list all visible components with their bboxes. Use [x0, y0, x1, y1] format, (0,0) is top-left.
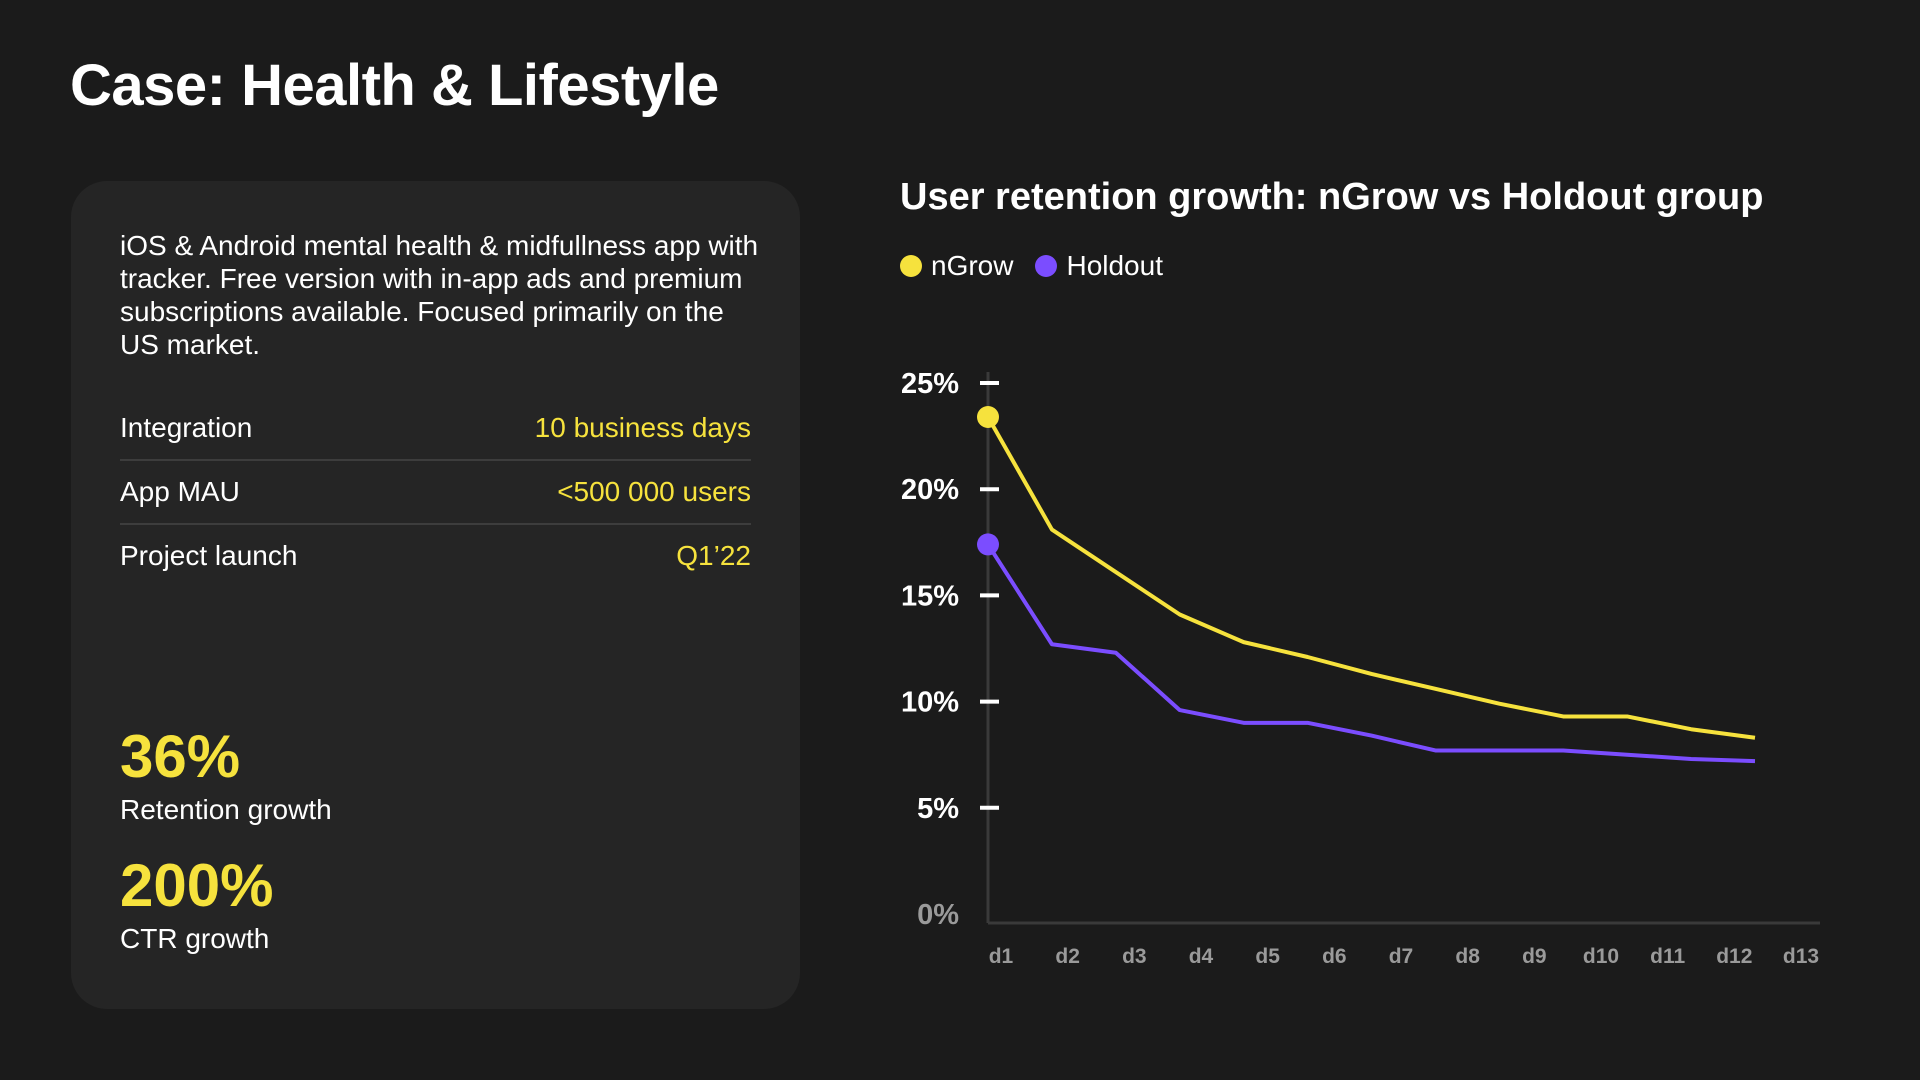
x-tick-label: d1: [989, 945, 1014, 968]
fact-row-launch: Project launch Q1’22: [120, 525, 751, 587]
fact-value: <500 000 users: [557, 476, 751, 507]
legend-label: Holdout: [1066, 250, 1163, 281]
metric-label: CTR growth: [120, 923, 270, 954]
series-start-point-ngrow: [977, 405, 999, 428]
legend-dot-holdout: [1035, 255, 1058, 277]
facts-table: Integration 10 business days App MAU <50…: [120, 397, 751, 587]
metric-value: 36%: [120, 723, 241, 790]
fact-row-integration: Integration 10 business days: [120, 397, 751, 461]
series-line-holdout: [986, 543, 1756, 764]
x-tick-label: d11: [1650, 945, 1685, 968]
x-tick-label: d13: [1783, 945, 1819, 968]
fact-value: Q1’22: [676, 540, 751, 571]
x-tick-label: d3: [1122, 945, 1147, 968]
y-tick-label: 20%: [901, 474, 959, 506]
metric-ctr: 200% CTR growth: [120, 855, 273, 955]
legend-label: nGrow: [931, 250, 1014, 281]
legend-item-ngrow: nGrow: [900, 250, 1013, 282]
x-tick-label: d6: [1322, 945, 1347, 968]
x-tick-label: d12: [1716, 945, 1752, 968]
fact-value: 10 business days: [534, 412, 751, 443]
metric-retention: 36% Retention growth: [120, 726, 332, 826]
series-start-point-holdout: [977, 533, 999, 556]
y-tick-label: 10%: [901, 687, 959, 719]
y-tick-label: 25%: [901, 368, 959, 400]
series-line-ngrow: [986, 415, 1756, 740]
y-tick-label: 0%: [917, 899, 959, 931]
metric-label: Retention growth: [120, 794, 332, 825]
fact-label: Project launch: [120, 540, 298, 571]
case-description: iOS & Android mental health & midfullnes…: [120, 230, 759, 360]
fact-label: Integration: [120, 412, 253, 443]
x-tick-label: d2: [1055, 945, 1080, 968]
x-tick-label: d9: [1522, 945, 1547, 968]
x-tick-label: d5: [1255, 945, 1280, 968]
legend-item-holdout: Holdout: [1035, 250, 1163, 282]
chart-legend: nGrow Holdout: [900, 250, 1185, 282]
page-title: Case: Health & Lifestyle: [70, 53, 719, 118]
x-tick-label: d8: [1455, 945, 1480, 968]
chart-title: User retention growth: nGrow vs Holdout …: [900, 176, 1764, 218]
case-info-card: iOS & Android mental health & midfullnes…: [71, 181, 800, 1009]
y-tick-label: 15%: [901, 580, 959, 612]
x-tick-label: d4: [1189, 945, 1214, 968]
y-tick-label: 5%: [917, 793, 959, 825]
legend-dot-ngrow: [900, 255, 922, 277]
fact-row-mau: App MAU <500 000 users: [120, 461, 751, 525]
x-tick-label: d10: [1583, 945, 1619, 968]
fact-label: App MAU: [120, 476, 240, 507]
x-tick-label: d7: [1389, 945, 1414, 968]
metric-value: 200%: [120, 852, 274, 919]
